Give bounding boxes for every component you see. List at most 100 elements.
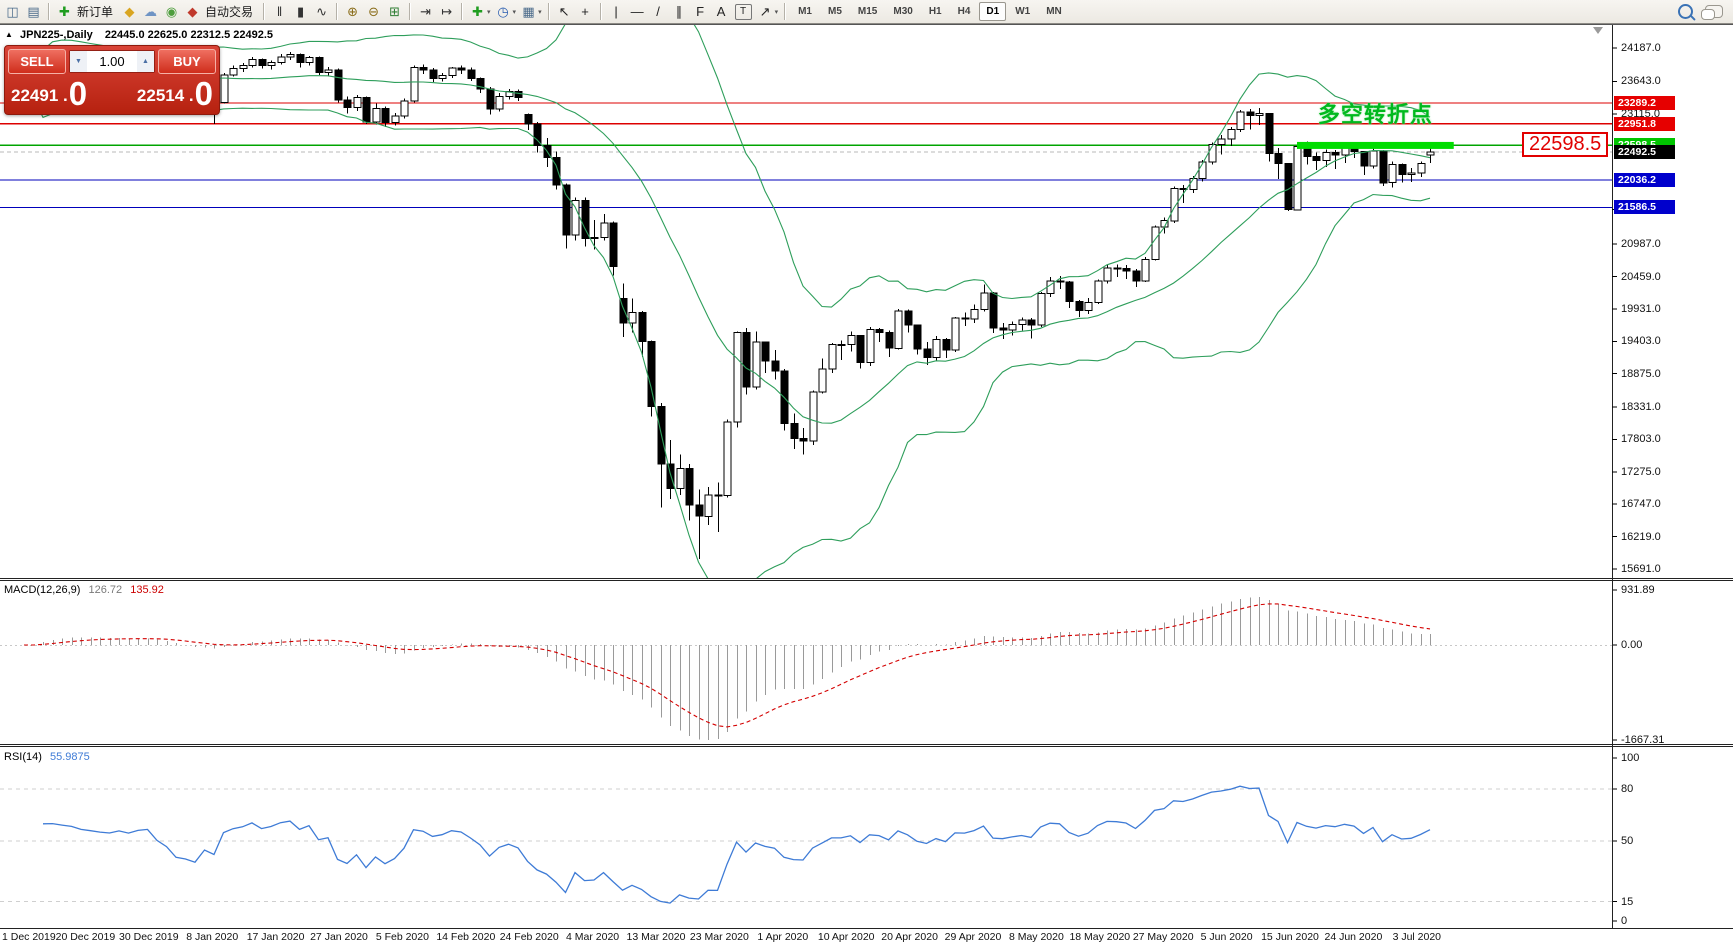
timeframe-h1[interactable]: H1: [928, 6, 942, 17]
profiles-icon[interactable]: ▤: [27, 3, 40, 19]
vertical-line-icon[interactable]: |: [614, 3, 618, 19]
mql5-icon[interactable]: ◆: [124, 3, 135, 19]
toolbar: ◫ ▤ ✚ 新订单 ◆ ☁ ◉ ◆ 自动交易 ‖ ▮ ∿ ⊕ ⊖ ⊞ ⇥ ↦ ✚ ▾ ◷ ▾ ▦ ▾ ↖ + | — / ∥ F A T ↗ ▾ M…: [0, 0, 1733, 24]
buy-button[interactable]: BUY: [158, 48, 216, 74]
bollinger-bands: [23, 25, 1431, 578]
text-label-icon[interactable]: T: [734, 3, 752, 20]
tile-windows-icon[interactable]: ⊞: [389, 3, 400, 19]
templates-icon-dropdown-icon[interactable]: ▾: [538, 8, 542, 16]
community-icon[interactable]: ☁: [144, 3, 158, 19]
timeframe-m5[interactable]: M5: [828, 6, 842, 17]
macd-axis-value: -1667.31: [1621, 734, 1665, 746]
buy-price-main: 22514 .: [136, 86, 194, 105]
price-level-badge: 22951.8: [1614, 116, 1675, 131]
autotrading-label[interactable]: 自动交易: [205, 5, 254, 19]
date-axis-label: 5 Feb 2020: [375, 931, 429, 943]
zoom-out-icon[interactable]: ⊖: [368, 3, 379, 19]
equidistant-channel-icon[interactable]: ∥: [675, 3, 683, 19]
zoom-in-icon[interactable]: ⊕: [347, 3, 358, 19]
chart-shift-marker[interactable]: [1593, 27, 1603, 34]
cursor-icon[interactable]: ↖: [558, 3, 570, 19]
price-axis-tick: 19931.0: [1621, 302, 1661, 315]
date-axis-label: 1 Apr 2020: [757, 931, 809, 943]
date-axis-label: 15 Jun 2020: [1261, 931, 1319, 943]
timeframe-d1[interactable]: D1: [979, 2, 1007, 21]
new-order-label[interactable]: 新订单: [77, 5, 114, 19]
symbol-period-label: JPN225-,Daily: [19, 29, 93, 41]
toolbar-separator: [784, 3, 787, 20]
volume-increment-icon[interactable]: ▲: [137, 50, 154, 72]
price-level-badge: 23289.2: [1614, 96, 1675, 111]
arrows-icon-dropdown-icon[interactable]: ▾: [774, 8, 779, 16]
macd-histogram: [34, 597, 1431, 740]
date-axis-label: 8 May 2020: [1008, 931, 1064, 943]
volume-decrement-icon[interactable]: ▼: [70, 50, 87, 72]
timeframe-m15[interactable]: M15: [857, 6, 878, 17]
line-chart-type-icon[interactable]: ∿: [316, 3, 327, 19]
price-axis-tick: 19403.0: [1621, 335, 1661, 348]
arrows-icon[interactable]: ↗: [759, 3, 771, 19]
fibonacci-icon[interactable]: F: [696, 3, 705, 19]
one-click-trading-panel: SELL ▼ 1.00 ▲ BUY 22491 . 0 22514 . 0: [4, 45, 220, 115]
sell-button[interactable]: SELL: [8, 48, 66, 74]
new-chart-icon[interactable]: ◫: [6, 3, 19, 19]
turning-point-annotation[interactable]: 多空转折点: [1317, 101, 1433, 127]
trade-controls-row: SELL ▼ 1.00 ▲ BUY: [5, 46, 219, 74]
add-indicator-icon-dropdown-icon[interactable]: ▾: [487, 8, 491, 16]
candlestick-chart-type-icon[interactable]: ▮: [296, 3, 305, 19]
annotations-layer: [1297, 141, 1454, 149]
add-indicator-icon[interactable]: ✚: [472, 3, 483, 19]
horizontal-line-icon[interactable]: —: [630, 3, 644, 19]
auto-scroll-icon[interactable]: ⇥: [420, 3, 431, 19]
price-axis-tick: 16219.0: [1621, 530, 1661, 543]
bars-chart-type-icon[interactable]: ‖: [276, 3, 283, 19]
timeframe-m1[interactable]: M1: [798, 6, 812, 17]
toolbar-separator: [48, 3, 50, 20]
timeframe-h4[interactable]: H4: [957, 6, 971, 17]
date-axis-label: 27 May 2020: [1132, 931, 1194, 943]
market-icon[interactable]: ◆: [187, 3, 198, 19]
toolbar-separator: [263, 3, 266, 20]
price-axis-tick: 20987.0: [1621, 238, 1661, 251]
signals-icon[interactable]: ◉: [165, 3, 178, 19]
search-icon[interactable]: [1678, 4, 1693, 19]
collapse-panel-icon[interactable]: ▲: [5, 30, 13, 39]
templates-icon[interactable]: ▦: [522, 3, 535, 19]
trendline-icon[interactable]: /: [656, 3, 660, 19]
date-axis-label: 5 Jun 2020: [1200, 931, 1253, 943]
date-axis-label: 24 Feb 2020: [499, 931, 559, 943]
price-axis-tick: 20459.0: [1621, 270, 1661, 283]
new-order-icon[interactable]: ✚: [59, 3, 70, 19]
buy-price: 22514 . 0: [136, 77, 213, 110]
date-axis-label: 29 Apr 2020: [944, 931, 1002, 943]
timeframe-mn[interactable]: MN: [1046, 6, 1062, 17]
price-axis-tick: 23643.0: [1621, 75, 1661, 88]
timeframe-m30[interactable]: M30: [893, 6, 913, 17]
rsi-name: RSI(14): [4, 751, 42, 763]
date-axis-label: 3 Jul 2020: [1392, 931, 1442, 943]
volume-field[interactable]: ▼ 1.00 ▲: [69, 49, 155, 73]
periods-icon-dropdown-icon[interactable]: ▾: [512, 8, 517, 16]
bid-ask-prices: 22491 . 0 22514 . 0: [5, 73, 219, 110]
toolbar-right: [1678, 4, 1723, 20]
crosshair-icon[interactable]: +: [581, 3, 589, 19]
text-icon[interactable]: A: [716, 3, 726, 19]
date-axis-label: 8 Jan 2020: [186, 931, 239, 943]
volume-value[interactable]: 1.00: [99, 53, 125, 69]
periods-icon[interactable]: ◷: [497, 3, 509, 19]
rsi-value: 55.9875: [49, 751, 90, 763]
chat-icon[interactable]: [1701, 5, 1723, 20]
date-axis-label: 14 Feb 2020: [436, 931, 496, 943]
rsi-level-lines: [0, 757, 1617, 922]
price-axis-tick: 18875.0: [1621, 367, 1661, 380]
price-callout-label[interactable]: 22598.5: [1522, 132, 1609, 158]
ohlc-values: 22445.0 22625.0 22312.5 22492.5: [104, 29, 274, 41]
rsi-axis-value: 15: [1621, 895, 1634, 908]
date-axis-label: 4 Mar 2020: [566, 931, 620, 943]
chart-shift-icon[interactable]: ↦: [441, 3, 452, 19]
pane-borders: [0, 24, 1733, 929]
timeframe-w1[interactable]: W1: [1015, 6, 1031, 17]
price-axis-tick: 24187.0: [1621, 42, 1661, 55]
date-axis-label: 30 Dec 2019: [119, 931, 179, 943]
